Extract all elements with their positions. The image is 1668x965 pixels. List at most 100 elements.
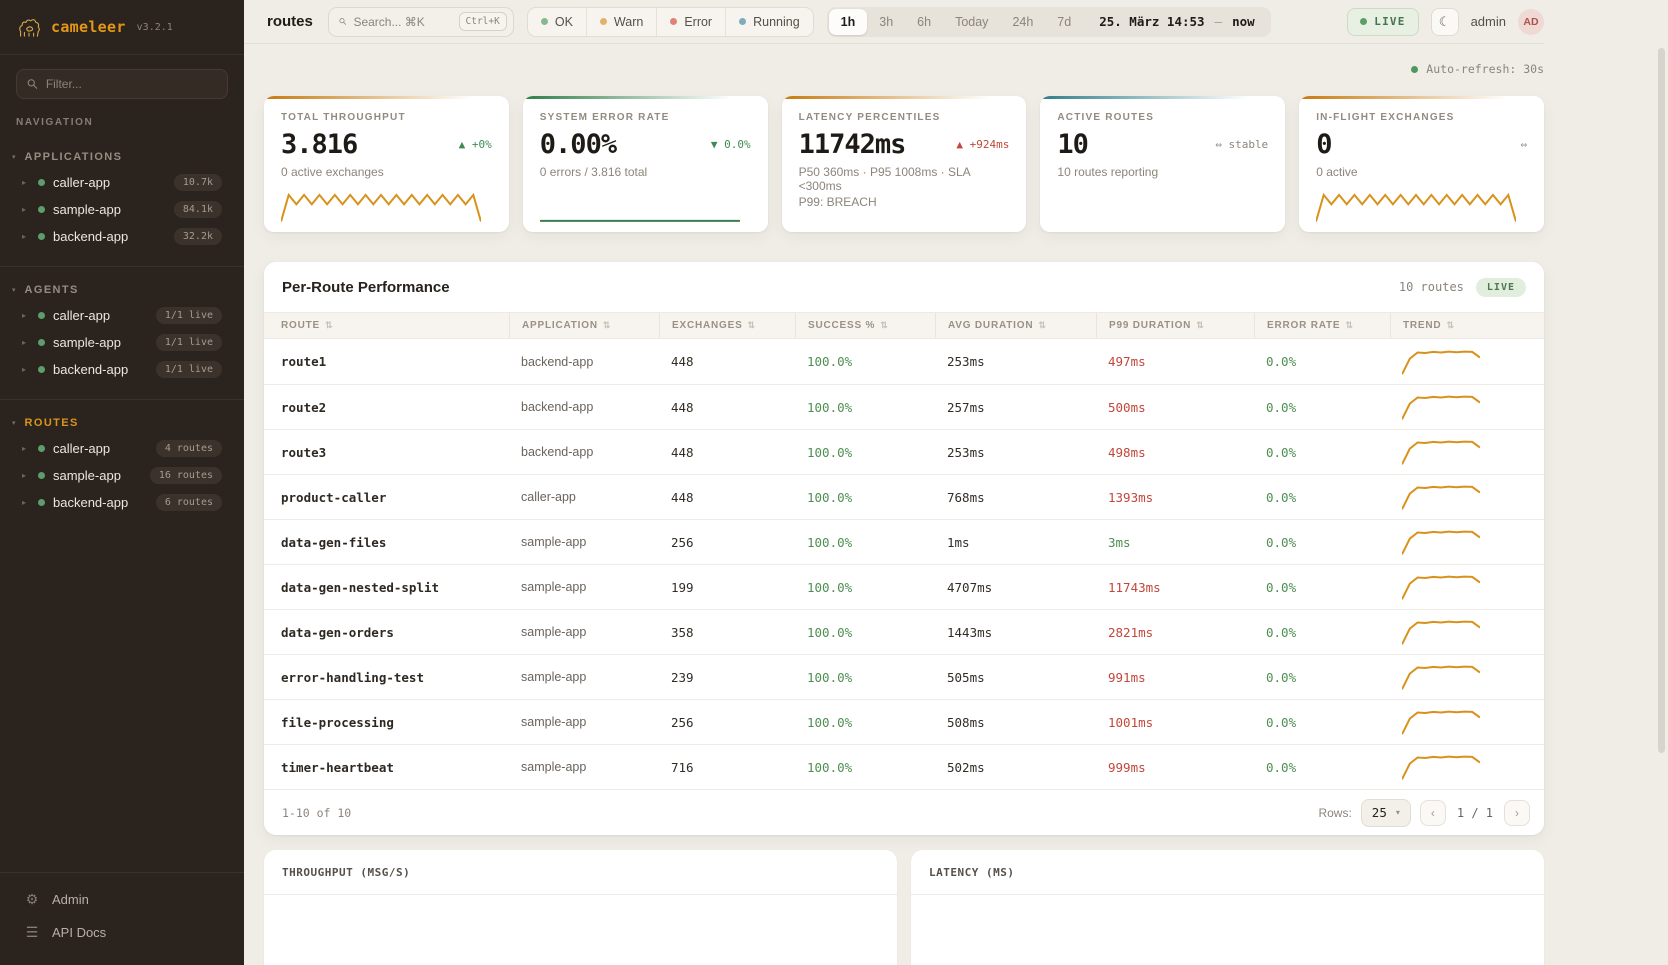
sidebar-item-backend-app[interactable]: ▸ backend-app 32.2k (0, 223, 244, 250)
sidebar-item-backend-app-agent[interactable]: ▸ backend-app 1/1 live (0, 356, 244, 383)
search-icon (27, 79, 38, 89)
route-application: sample-app (521, 715, 587, 729)
route-error-rate: 0.0% (1266, 489, 1297, 505)
route-error-rate: 0.0% (1266, 714, 1297, 730)
chevron-down-icon: ▾ (12, 154, 16, 161)
route-exchanges: 716 (671, 759, 694, 775)
route-error-rate: 0.0% (1266, 354, 1297, 369)
route-name: route2 (281, 399, 327, 415)
route-success: 100.0% (807, 399, 853, 415)
sidebar-item-caller-app-routes[interactable]: ▸ caller-app 4 routes (0, 435, 244, 462)
column-error-rate[interactable]: ERROR RATE ⇅ (1254, 313, 1402, 338)
count-badge: 10.7k (173, 174, 222, 191)
route-avg-duration: 502ms (947, 759, 985, 775)
trend-sparkline (1402, 348, 1480, 376)
sidebar-item-admin[interactable]: ⚙ Admin (25, 891, 89, 907)
route-name: data-gen-orders (281, 624, 394, 640)
route-avg-duration: 768ms (947, 489, 985, 505)
live-badge[interactable]: LIVE (1347, 7, 1419, 36)
kpi-delta: ▼ 0.0% (710, 138, 751, 151)
kpi-total-throughput: TOTAL THROUGHPUT 3.816 ▲ +0% 0 active ex… (264, 96, 509, 232)
time-range-today[interactable]: Today (955, 14, 989, 29)
table-row[interactable]: route2 backend-app 448 100.0% 257ms 500m… (264, 384, 1544, 429)
kpi-subtitle: 0 active exchanges (281, 165, 384, 179)
column-route[interactable]: ROUTE ⇅ (281, 320, 334, 331)
sidebar-filter[interactable] (16, 69, 228, 99)
rows-per-page-select[interactable]: 25 ▾ (1360, 798, 1411, 827)
list-icon: ☰ (25, 924, 39, 940)
column-success[interactable]: SUCCESS % ⇅ (795, 313, 947, 338)
filter-ok[interactable]: OK (528, 8, 586, 36)
time-range-3h[interactable]: 3h (879, 14, 894, 29)
time-range-1h[interactable]: 1h (828, 8, 868, 35)
section-header-agents[interactable]: ▾ AGENTS (0, 281, 244, 302)
time-range-6h[interactable]: 6h (917, 14, 932, 29)
column-p99-duration[interactable]: P99 DURATION ⇅ (1096, 313, 1266, 338)
section-header-applications[interactable]: ▾ APPLICATIONS (0, 148, 244, 169)
sidebar-item-caller-app-agent[interactable]: ▸ caller-app 1/1 live (0, 302, 244, 329)
column-avg-duration[interactable]: AVG DURATION ⇅ (935, 313, 1108, 338)
table-row[interactable]: product-caller caller-app 448 100.0% 768… (264, 474, 1544, 519)
route-application: caller-app (521, 490, 576, 504)
route-avg-duration: 257ms (947, 399, 985, 415)
search-box[interactable]: Ctrl+K (327, 6, 514, 37)
table-row[interactable]: file-processing sample-app 256 100.0% 50… (264, 699, 1544, 744)
table-row[interactable]: route1 backend-app 448 100.0% 253ms 497m… (264, 339, 1544, 384)
route-p99-duration: 498ms (1108, 444, 1146, 460)
sidebar-item-sample-app[interactable]: ▸ sample-app 84.1k (0, 196, 244, 223)
scrollbar[interactable] (1658, 48, 1665, 753)
sidebar-item-api-docs[interactable]: ☰ API Docs (25, 924, 107, 940)
time-range-7d[interactable]: 7d (1057, 14, 1072, 29)
time-range-24h[interactable]: 24h (1012, 14, 1034, 29)
sidebar-item-backend-app-routes[interactable]: ▸ backend-app 6 routes (0, 489, 244, 516)
app-name: cameleer (51, 18, 126, 36)
route-avg-duration: 253ms (947, 444, 985, 460)
main-area: routes Ctrl+K OK Warn Error (244, 0, 1668, 965)
table-row[interactable]: data-gen-files sample-app 256 100.0% 1ms… (264, 519, 1544, 564)
route-success: 100.0% (807, 624, 853, 640)
route-success: 100.0% (807, 444, 853, 460)
table-row[interactable]: route3 backend-app 448 100.0% 253ms 498m… (264, 429, 1544, 474)
camel-logo-icon (19, 19, 40, 37)
moon-icon: ☾ (1438, 13, 1451, 29)
routes-count: 10 routes (1398, 280, 1464, 294)
section-label: ROUTES (24, 417, 79, 429)
chevron-right-icon: ▸ (22, 471, 27, 480)
user-name: admin (1470, 14, 1506, 29)
theme-toggle[interactable]: ☾ (1430, 7, 1459, 36)
avatar[interactable]: AD (1518, 8, 1544, 35)
table-row[interactable]: data-gen-nested-split sample-app 199 100… (264, 564, 1544, 609)
chevron-right-icon: ▸ (22, 444, 27, 453)
column-exchanges[interactable]: EXCHANGES ⇅ (659, 313, 807, 338)
next-page-button[interactable]: › (1504, 799, 1530, 826)
sort-icon: ⇅ (747, 320, 756, 330)
table-title: Per-Route Performance (282, 278, 450, 296)
table-row[interactable]: data-gen-orders sample-app 358 100.0% 14… (264, 609, 1544, 654)
filter-input[interactable] (45, 77, 217, 91)
section-header-routes[interactable]: ▾ ROUTES (0, 414, 244, 435)
route-p99-duration: 3ms (1108, 534, 1131, 550)
date-range[interactable]: 25. März 14:53 — now (1099, 14, 1255, 29)
route-p99-duration: 999ms (1108, 759, 1146, 775)
accent-bar (781, 96, 1027, 99)
filter-running[interactable]: Running (725, 7, 813, 36)
sidebar-item-sample-app-agent[interactable]: ▸ sample-app 1/1 live (0, 329, 244, 356)
route-exchanges: 448 (671, 489, 694, 505)
ok-dot (540, 18, 548, 25)
shortcut-chip: Ctrl+K (458, 12, 507, 31)
search-input[interactable] (353, 14, 452, 29)
route-avg-duration: 1ms (947, 534, 970, 550)
filter-warn[interactable]: Warn (585, 7, 656, 36)
prev-page-button[interactable]: ‹ (1419, 799, 1446, 826)
chevron-right-icon: ▸ (22, 498, 27, 507)
table-row[interactable]: timer-heartbeat sample-app 716 100.0% 50… (264, 744, 1544, 789)
sidebar-item-caller-app[interactable]: ▸ caller-app 10.7k (0, 169, 244, 196)
sidebar-item-sample-app-routes[interactable]: ▸ sample-app 16 routes (0, 462, 244, 489)
route-error-rate: 0.0% (1266, 624, 1297, 640)
filter-error[interactable]: Error (656, 7, 725, 36)
route-success: 100.0% (807, 354, 853, 369)
column-trend[interactable]: TREND ⇅ (1390, 313, 1526, 338)
column-application[interactable]: APPLICATION ⇅ (509, 313, 671, 338)
table-row[interactable]: error-handling-test sample-app 239 100.0… (264, 654, 1544, 699)
section-agents: ▾ AGENTS ▸ caller-app 1/1 live ▸ sample-… (0, 266, 244, 383)
